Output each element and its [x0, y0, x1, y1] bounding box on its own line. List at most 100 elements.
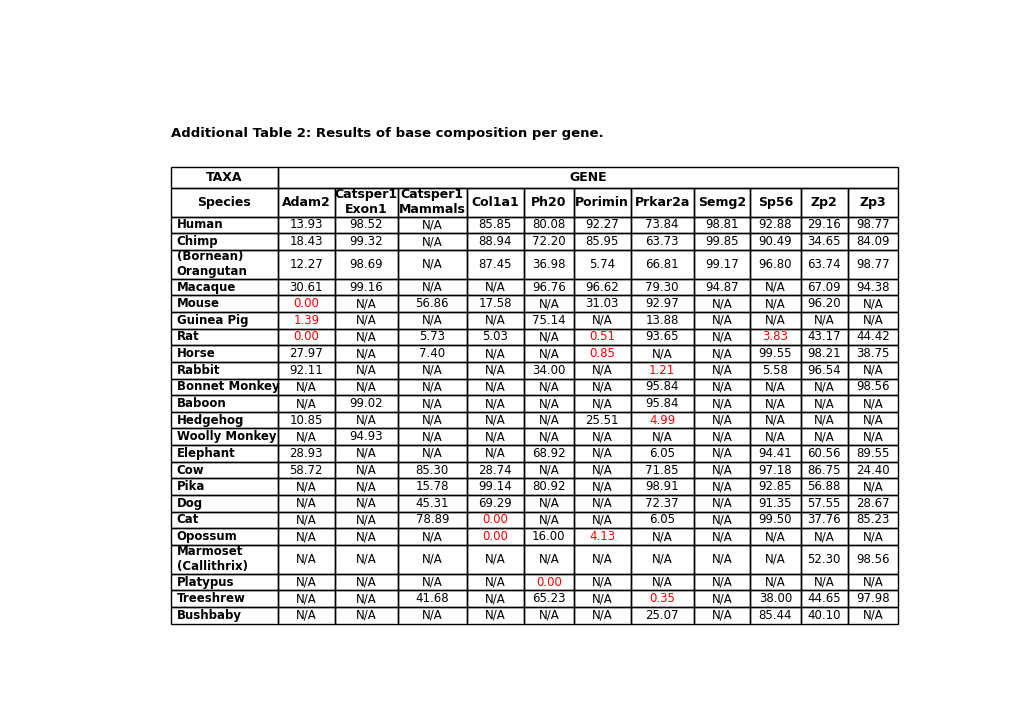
Bar: [523, 495, 574, 512]
Text: 63.73: 63.73: [645, 235, 679, 248]
Bar: [523, 188, 574, 217]
Text: Catsper1
Exon1: Catsper1 Exon1: [334, 188, 397, 216]
Text: 12.27: 12.27: [289, 258, 323, 271]
Text: Platypus: Platypus: [176, 575, 233, 588]
Bar: [467, 346, 523, 362]
Bar: [334, 233, 397, 250]
Bar: [630, 545, 693, 574]
Bar: [467, 233, 523, 250]
Bar: [467, 395, 523, 412]
Bar: [171, 528, 278, 545]
Text: Cat: Cat: [176, 513, 199, 526]
Bar: [847, 590, 898, 607]
Bar: [467, 512, 523, 528]
Text: N/A: N/A: [813, 414, 834, 427]
Text: N/A: N/A: [711, 592, 732, 606]
Bar: [693, 250, 750, 279]
Text: Macaque: Macaque: [176, 281, 235, 294]
Bar: [397, 574, 467, 590]
Bar: [334, 346, 397, 362]
Bar: [523, 428, 574, 445]
Bar: [750, 312, 800, 328]
Bar: [630, 512, 693, 528]
Text: 99.85: 99.85: [704, 235, 738, 248]
Bar: [750, 279, 800, 295]
Bar: [750, 328, 800, 346]
Text: N/A: N/A: [538, 431, 558, 444]
Bar: [467, 295, 523, 312]
Text: N/A: N/A: [711, 575, 732, 588]
Bar: [800, 312, 847, 328]
Text: (Bornean)
Orangutan: (Bornean) Orangutan: [176, 251, 248, 279]
Text: N/A: N/A: [862, 575, 882, 588]
Text: N/A: N/A: [538, 414, 558, 427]
Text: N/A: N/A: [591, 513, 612, 526]
Text: N/A: N/A: [764, 431, 785, 444]
Bar: [523, 478, 574, 495]
Text: 41.68: 41.68: [415, 592, 448, 606]
Bar: [467, 188, 523, 217]
Text: 98.52: 98.52: [350, 218, 382, 232]
Bar: [171, 462, 278, 478]
Bar: [278, 607, 334, 624]
Text: 96.80: 96.80: [758, 258, 792, 271]
Bar: [334, 528, 397, 545]
Text: 25.51: 25.51: [585, 414, 619, 427]
Text: 89.55: 89.55: [856, 447, 889, 460]
Bar: [523, 395, 574, 412]
Bar: [278, 250, 334, 279]
Text: 34.65: 34.65: [807, 235, 841, 248]
Bar: [278, 217, 334, 233]
Bar: [171, 607, 278, 624]
Text: N/A: N/A: [538, 297, 558, 310]
Bar: [750, 574, 800, 590]
Bar: [171, 590, 278, 607]
Text: 96.54: 96.54: [807, 364, 841, 377]
Text: 98.81: 98.81: [704, 218, 738, 232]
Text: 96.20: 96.20: [807, 297, 841, 310]
Text: N/A: N/A: [711, 464, 732, 477]
Text: 67.09: 67.09: [807, 281, 841, 294]
Text: N/A: N/A: [484, 314, 505, 327]
Bar: [278, 188, 334, 217]
Bar: [278, 574, 334, 590]
Bar: [523, 574, 574, 590]
Bar: [171, 188, 278, 217]
Bar: [467, 379, 523, 395]
Text: 92.11: 92.11: [289, 364, 323, 377]
Text: N/A: N/A: [484, 575, 505, 588]
Bar: [693, 478, 750, 495]
Bar: [171, 362, 278, 379]
Bar: [171, 395, 278, 412]
Bar: [750, 462, 800, 478]
Text: N/A: N/A: [711, 364, 732, 377]
Bar: [397, 279, 467, 295]
Bar: [847, 545, 898, 574]
Bar: [847, 495, 898, 512]
Bar: [278, 312, 334, 328]
Text: N/A: N/A: [484, 553, 505, 566]
Text: N/A: N/A: [422, 575, 442, 588]
Bar: [630, 250, 693, 279]
Bar: [750, 412, 800, 428]
Bar: [334, 478, 397, 495]
Text: Chimp: Chimp: [176, 235, 218, 248]
Text: N/A: N/A: [764, 314, 785, 327]
Bar: [750, 362, 800, 379]
Text: Adam2: Adam2: [281, 196, 330, 209]
Text: N/A: N/A: [651, 553, 672, 566]
Bar: [397, 495, 467, 512]
Text: N/A: N/A: [422, 414, 442, 427]
Bar: [693, 379, 750, 395]
Text: 58.72: 58.72: [289, 464, 323, 477]
Text: N/A: N/A: [764, 414, 785, 427]
Text: TAXA: TAXA: [206, 171, 243, 184]
Bar: [171, 445, 278, 462]
Bar: [397, 379, 467, 395]
Text: Species: Species: [198, 196, 251, 209]
Text: Bonnet Monkey: Bonnet Monkey: [176, 380, 279, 393]
Text: 98.91: 98.91: [645, 480, 679, 493]
Text: N/A: N/A: [591, 447, 612, 460]
Bar: [334, 328, 397, 346]
Bar: [847, 233, 898, 250]
